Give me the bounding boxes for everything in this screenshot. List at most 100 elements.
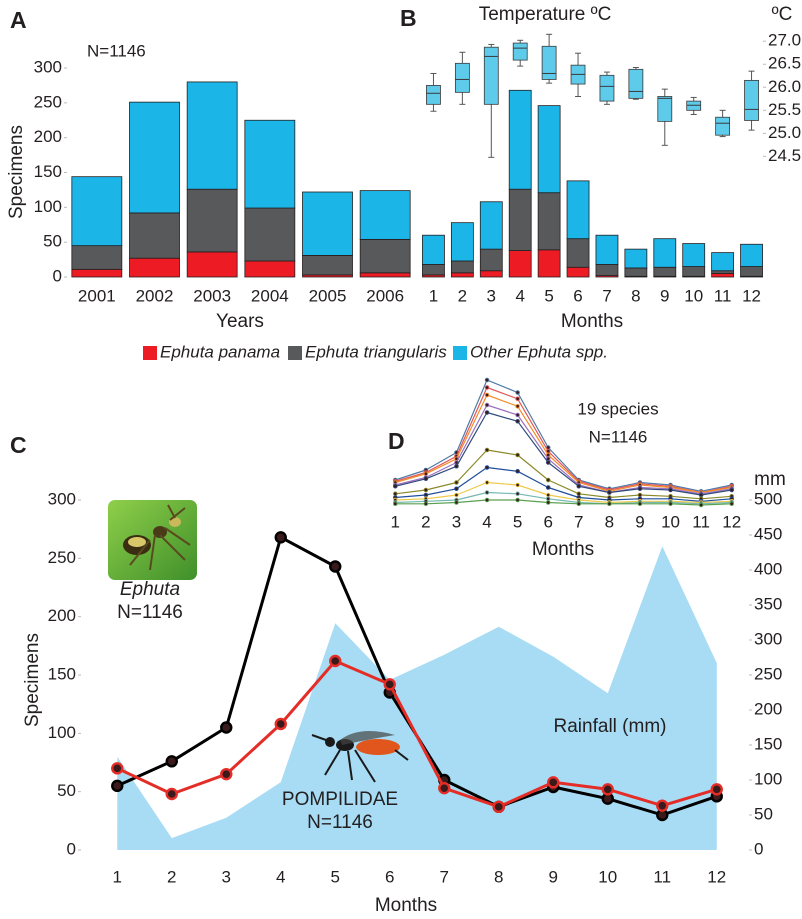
bar-segment xyxy=(682,266,706,277)
x-tick-label: 10 xyxy=(598,867,617,886)
ephuta-photo xyxy=(108,500,197,580)
panel-label: D xyxy=(388,428,405,454)
x-tick-label: 4 xyxy=(515,286,524,305)
y2-tick-label: 0 xyxy=(754,839,763,858)
bar-segment xyxy=(422,264,445,276)
series-line xyxy=(395,491,732,505)
point xyxy=(423,492,429,498)
point xyxy=(545,496,551,502)
y-tick-label: 100 xyxy=(34,197,62,216)
x-tick-label: 4 xyxy=(276,867,285,886)
y-tick-label: 200 xyxy=(34,127,62,146)
bar-segment xyxy=(71,268,123,278)
bar-segment xyxy=(711,273,735,278)
bar-segment xyxy=(71,245,123,270)
series-line xyxy=(395,411,732,496)
x-tick-label: 2005 xyxy=(309,286,347,305)
pompilidae-icon xyxy=(311,731,409,783)
bar-segment xyxy=(186,81,238,190)
series-line xyxy=(395,386,732,494)
x-axis-label: Months xyxy=(532,539,594,560)
x-tick-label: 1 xyxy=(391,512,400,531)
box xyxy=(744,79,759,121)
bar-segment xyxy=(740,243,763,267)
x-tick-label: 2001 xyxy=(78,286,116,305)
legend-label: Ephuta triangularis xyxy=(305,342,447,361)
point xyxy=(484,480,490,485)
x-tick-label: 9 xyxy=(660,286,669,305)
point xyxy=(515,491,520,497)
bar-segment xyxy=(71,176,123,247)
bar-segment xyxy=(624,267,648,277)
y2-tick-label: 200 xyxy=(754,699,782,718)
bar-segment xyxy=(302,255,353,276)
bar-segment xyxy=(244,119,296,209)
point xyxy=(484,490,490,495)
x-tick-label: 2006 xyxy=(366,286,404,305)
point xyxy=(515,497,520,503)
annotation: N=1146 xyxy=(589,427,648,446)
bar-segment xyxy=(479,248,503,272)
y2-tick-label: 100 xyxy=(754,769,782,788)
point xyxy=(545,500,551,505)
x-tick-label: 6 xyxy=(543,512,552,531)
point xyxy=(492,800,505,814)
x-tick-label: 9 xyxy=(549,867,558,886)
y-tick-label: 0 xyxy=(67,839,76,858)
y-tick-label: 0 xyxy=(53,266,62,285)
bar-segment xyxy=(479,201,503,250)
point xyxy=(393,491,398,497)
box xyxy=(541,45,557,80)
x-tick-label: 9 xyxy=(635,512,644,531)
series-line xyxy=(116,659,718,809)
bar-segment xyxy=(508,188,532,251)
bar-segment xyxy=(186,188,238,253)
x-tick-label: 8 xyxy=(631,286,640,305)
point xyxy=(423,487,429,493)
bar-segment xyxy=(422,234,445,265)
point xyxy=(710,783,723,796)
annotation: N=1146 xyxy=(87,41,146,60)
bar-segment xyxy=(479,270,503,278)
y-tick-label: 300 xyxy=(34,57,62,76)
annotation: 19 species xyxy=(577,399,658,418)
x-tick-label: 2003 xyxy=(193,286,231,305)
y2-tick-label: 26.0 xyxy=(768,77,801,96)
bar-segment xyxy=(711,270,735,274)
x-tick-label: 12 xyxy=(722,512,741,531)
y2-tick-label: 500 xyxy=(754,489,782,508)
x-tick-label: 7 xyxy=(602,286,611,305)
point xyxy=(545,492,551,498)
y2-axis-label: ºC xyxy=(772,4,793,25)
panel-label: A xyxy=(10,7,27,33)
point xyxy=(484,402,490,408)
x-tick-label: 3 xyxy=(452,512,461,531)
point xyxy=(576,483,582,489)
x-tick-label: 5 xyxy=(544,286,553,305)
x-tick-label: 2 xyxy=(167,867,176,886)
y2-tick-label: 450 xyxy=(754,524,782,543)
x-tick-label: 8 xyxy=(494,867,503,886)
x-tick-label: 12 xyxy=(707,867,726,886)
bar-segment xyxy=(740,266,763,277)
bar-segment xyxy=(653,266,677,277)
series-line xyxy=(395,481,732,504)
point xyxy=(637,501,643,507)
bar-segment xyxy=(302,191,353,256)
point xyxy=(576,501,582,507)
y-tick-label: 150 xyxy=(48,664,76,683)
point xyxy=(515,396,520,402)
point xyxy=(601,783,614,796)
point xyxy=(274,531,287,544)
bar-segment xyxy=(244,260,296,278)
y2-tick-label: 25.5 xyxy=(768,100,801,119)
bar-segment xyxy=(537,249,561,278)
series-line xyxy=(395,449,732,500)
bar-segment xyxy=(244,207,296,262)
point xyxy=(607,490,612,495)
x-tick-label: 7 xyxy=(440,867,449,886)
point xyxy=(220,721,233,734)
y2-tick-label: 25.0 xyxy=(768,123,801,142)
bar-segment xyxy=(566,180,590,240)
